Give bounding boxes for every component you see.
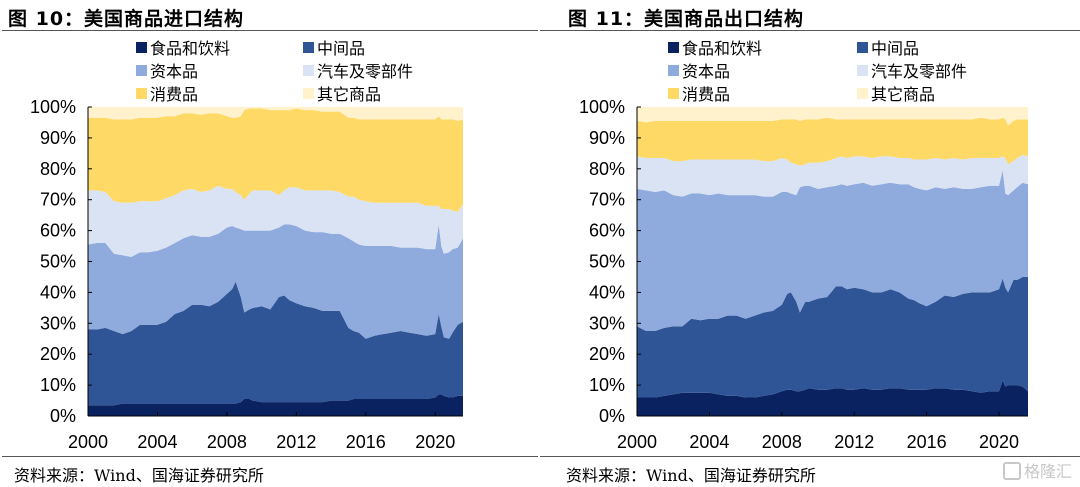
y-tick-label: 30% [40, 313, 76, 333]
legend-swatch [857, 88, 868, 99]
y-tick-label: 100% [579, 97, 625, 117]
legend-item: 资本品 [136, 62, 198, 81]
watermark-logo: 格隆汇 [1002, 458, 1072, 482]
legend-item: 中间品 [857, 39, 919, 58]
x-tick-label: 2008 [762, 432, 802, 452]
y-tick-label: 50% [589, 252, 625, 272]
legend-item: 消费品 [668, 85, 730, 104]
legend-label: 其它商品 [317, 85, 381, 104]
y-tick-label: 80% [589, 159, 625, 179]
source-note: 资料来源：Wind、国海证券研究所 [14, 466, 264, 485]
area-other [88, 107, 463, 121]
y-tick-label: 10% [40, 375, 76, 395]
legend-item: 其它商品 [857, 85, 935, 104]
legend-swatch [668, 88, 679, 99]
legend-swatch [303, 42, 314, 53]
y-tick-label: 60% [589, 221, 625, 241]
area-capital [637, 170, 1028, 331]
y-tick-label: 70% [589, 190, 625, 210]
legend-label: 资本品 [150, 62, 198, 81]
legend-label: 食品和饮料 [150, 39, 230, 58]
legend-swatch [668, 65, 679, 76]
area-food [637, 380, 1028, 416]
area-other [637, 107, 1028, 126]
source-divider [2, 456, 538, 457]
legend-label: 中间品 [871, 39, 919, 58]
title-divider [540, 30, 1080, 31]
y-tick-label: 70% [40, 190, 76, 210]
chart-title: 图 10：美国商品进口结构 [8, 8, 245, 30]
x-tick-label: 2012 [276, 432, 316, 452]
area-consumer [637, 117, 1028, 166]
y-tick-label: 20% [40, 344, 76, 364]
legend-item: 食品和饮料 [668, 39, 762, 58]
legend-swatch [136, 42, 147, 53]
legend-label: 资本品 [682, 62, 730, 81]
legend-swatch [136, 65, 147, 76]
legend-item: 汽车及零部件 [857, 62, 967, 81]
legend-label: 食品和饮料 [682, 39, 762, 58]
legend-swatch [136, 88, 147, 99]
x-tick-label: 2004 [689, 432, 729, 452]
area-auto [637, 154, 1028, 197]
legend-item: 中间品 [303, 39, 365, 58]
y-tick-label: 0% [50, 406, 76, 426]
legend-swatch [857, 42, 868, 53]
x-tick-label: 2000 [68, 432, 108, 452]
area-food [88, 394, 463, 416]
x-tick-label: 2008 [207, 432, 247, 452]
title-divider [2, 30, 538, 31]
y-tick-label: 60% [40, 221, 76, 241]
x-tick-label: 2020 [415, 432, 455, 452]
y-tick-label: 40% [589, 282, 625, 302]
legend-item: 汽车及零部件 [303, 62, 413, 81]
y-tick-label: 40% [40, 282, 76, 302]
legend-item: 消费品 [136, 85, 198, 104]
y-tick-label: 0% [599, 406, 625, 426]
y-tick-label: 80% [40, 159, 76, 179]
x-tick-label: 2004 [137, 432, 177, 452]
watermark-text: 格隆汇 [1023, 462, 1072, 481]
watermark-icon [1002, 462, 1021, 480]
y-tick-label: 30% [589, 313, 625, 333]
legend-swatch [857, 65, 868, 76]
import-chart-panel: 图 10：美国商品进口结构 食品和饮料 中间品资本品 汽车及零部件消费品 其它商品 0%… [2, 8, 538, 485]
y-tick-label: 20% [589, 344, 625, 364]
legend-item: 其它商品 [303, 85, 381, 104]
legend-swatch [668, 42, 679, 53]
legend-item: 食品和饮料 [136, 39, 230, 58]
area-capital [88, 224, 463, 339]
legend-label: 其它商品 [871, 85, 935, 104]
legend-label: 汽车及零部件 [871, 62, 967, 81]
x-tick-label: 2000 [617, 432, 657, 452]
x-tick-label: 2012 [834, 432, 874, 452]
x-tick-label: 2020 [979, 432, 1019, 452]
chart-title: 图 11：美国商品出口结构 [568, 8, 805, 30]
source-note: 资料来源：Wind、国海证券研究所 [566, 466, 816, 485]
y-tick-label: 100% [30, 97, 76, 117]
area-intermediate [637, 276, 1028, 398]
legend-label: 消费品 [150, 85, 198, 104]
y-tick-label: 50% [40, 252, 76, 272]
x-tick-label: 2016 [346, 432, 386, 452]
y-tick-label: 10% [589, 375, 625, 395]
x-tick-label: 2016 [907, 432, 947, 452]
source-divider [540, 456, 1080, 457]
legend-swatch [303, 88, 314, 99]
area-intermediate [88, 281, 463, 406]
legend-label: 中间品 [317, 39, 365, 58]
y-tick-label: 90% [589, 128, 625, 148]
legend-label: 消费品 [682, 85, 730, 104]
legend-item: 资本品 [668, 62, 730, 81]
legend-swatch [303, 65, 314, 76]
area-auto [88, 185, 463, 257]
y-tick-label: 90% [40, 128, 76, 148]
export-chart-panel: 图 11：美国商品出口结构 食品和饮料 中间品资本品 汽车及零部件消费品 其它商品 0%… [540, 0, 1080, 487]
area-consumer [88, 108, 463, 213]
legend-label: 汽车及零部件 [317, 62, 413, 81]
